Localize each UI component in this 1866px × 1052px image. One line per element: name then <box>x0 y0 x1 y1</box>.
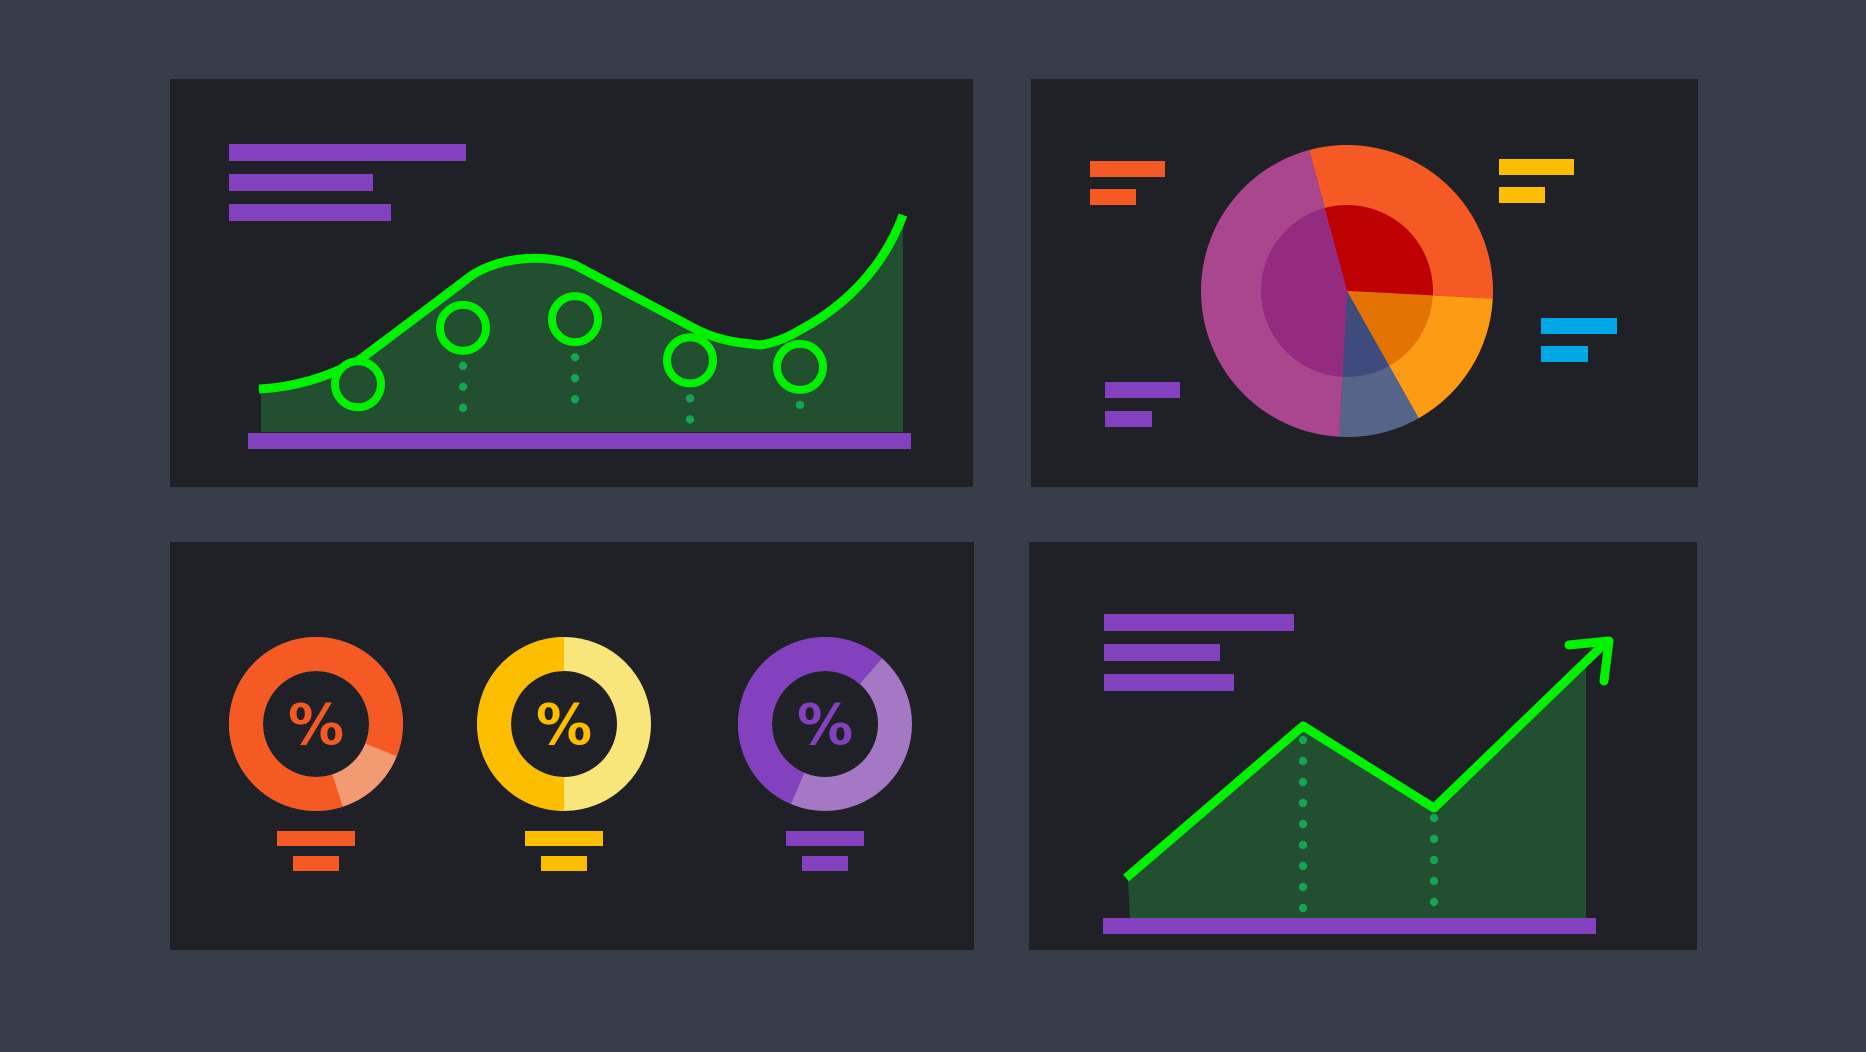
drop-dot <box>1298 777 1308 787</box>
percent-icon: % <box>797 693 853 758</box>
data-point <box>663 333 717 388</box>
area-fill <box>1128 662 1586 918</box>
growth-chart-panel <box>1029 542 1697 950</box>
drop-dot <box>1429 855 1439 865</box>
data-point <box>331 357 385 412</box>
title-placeholder-line <box>229 144 466 161</box>
caption-line <box>525 831 603 846</box>
legend-line-orange <box>1090 189 1136 205</box>
data-point <box>773 339 827 394</box>
drop-dot <box>685 394 695 403</box>
arrow-head-icon <box>1564 636 1614 686</box>
gauge-fill <box>477 637 651 811</box>
drop-dot <box>1298 819 1308 829</box>
drop-dot <box>1429 897 1439 907</box>
caption-line <box>541 856 587 871</box>
title-placeholder-line <box>1104 614 1294 631</box>
drop-dot <box>685 415 695 424</box>
legend-line-blue <box>1541 318 1617 334</box>
drop-dot <box>458 382 468 392</box>
drop-dot <box>570 352 580 362</box>
percent-icon: % <box>536 693 592 758</box>
data-point <box>436 300 490 355</box>
pie-slice <box>1347 291 1433 366</box>
title-placeholder-line <box>1104 674 1234 691</box>
drop-dot <box>1298 735 1308 745</box>
title-placeholder-line <box>1104 644 1220 661</box>
growth-line <box>1123 641 1607 882</box>
drop-dot <box>1298 756 1308 766</box>
legend-line-purple <box>1105 382 1180 398</box>
donut-gauges: %%% <box>229 637 912 871</box>
panel-background <box>170 542 974 950</box>
drop-dot <box>570 394 580 404</box>
drop-dot <box>1429 876 1439 886</box>
drop-dot <box>1298 861 1308 871</box>
gauges-panel: %%% <box>170 542 974 950</box>
pie-slice <box>1261 207 1347 377</box>
drop-dot <box>1298 882 1308 892</box>
x-axis-bar <box>248 433 911 449</box>
caption-line <box>786 831 864 846</box>
drop-dot <box>1429 813 1439 823</box>
caption-line <box>277 831 355 846</box>
title-placeholder-line <box>229 204 391 221</box>
drop-dot <box>570 373 580 383</box>
gauge-fill <box>738 637 912 811</box>
gauge-fill <box>229 637 403 811</box>
x-axis-bar <box>1103 918 1596 934</box>
drop-dot <box>458 361 468 371</box>
pie-slice <box>1342 291 1390 377</box>
drop-lines <box>1298 735 1439 913</box>
data-point <box>548 292 602 347</box>
drop-dot <box>458 403 468 413</box>
legend-line-blue <box>1541 346 1588 362</box>
caption-line <box>293 856 339 871</box>
area-chart-panel <box>170 79 973 487</box>
pie-inner-ring <box>1261 205 1433 377</box>
pie-slice <box>1324 205 1433 296</box>
legend-line-purple <box>1105 411 1152 427</box>
pie-chart-panel <box>1031 79 1698 487</box>
legend-line-yellow <box>1499 187 1545 203</box>
drop-dot <box>1429 834 1439 844</box>
caption-line <box>802 856 848 871</box>
drop-lines <box>458 352 805 424</box>
drop-dot <box>795 400 805 410</box>
percent-icon: % <box>288 693 344 758</box>
data-markers <box>331 292 827 412</box>
drop-dot <box>1298 840 1308 850</box>
legend-line-orange <box>1090 161 1165 177</box>
drop-dot <box>1298 798 1308 808</box>
title-placeholder-line <box>229 174 373 191</box>
legend-line-yellow <box>1499 159 1574 175</box>
drop-dot <box>1298 903 1308 913</box>
